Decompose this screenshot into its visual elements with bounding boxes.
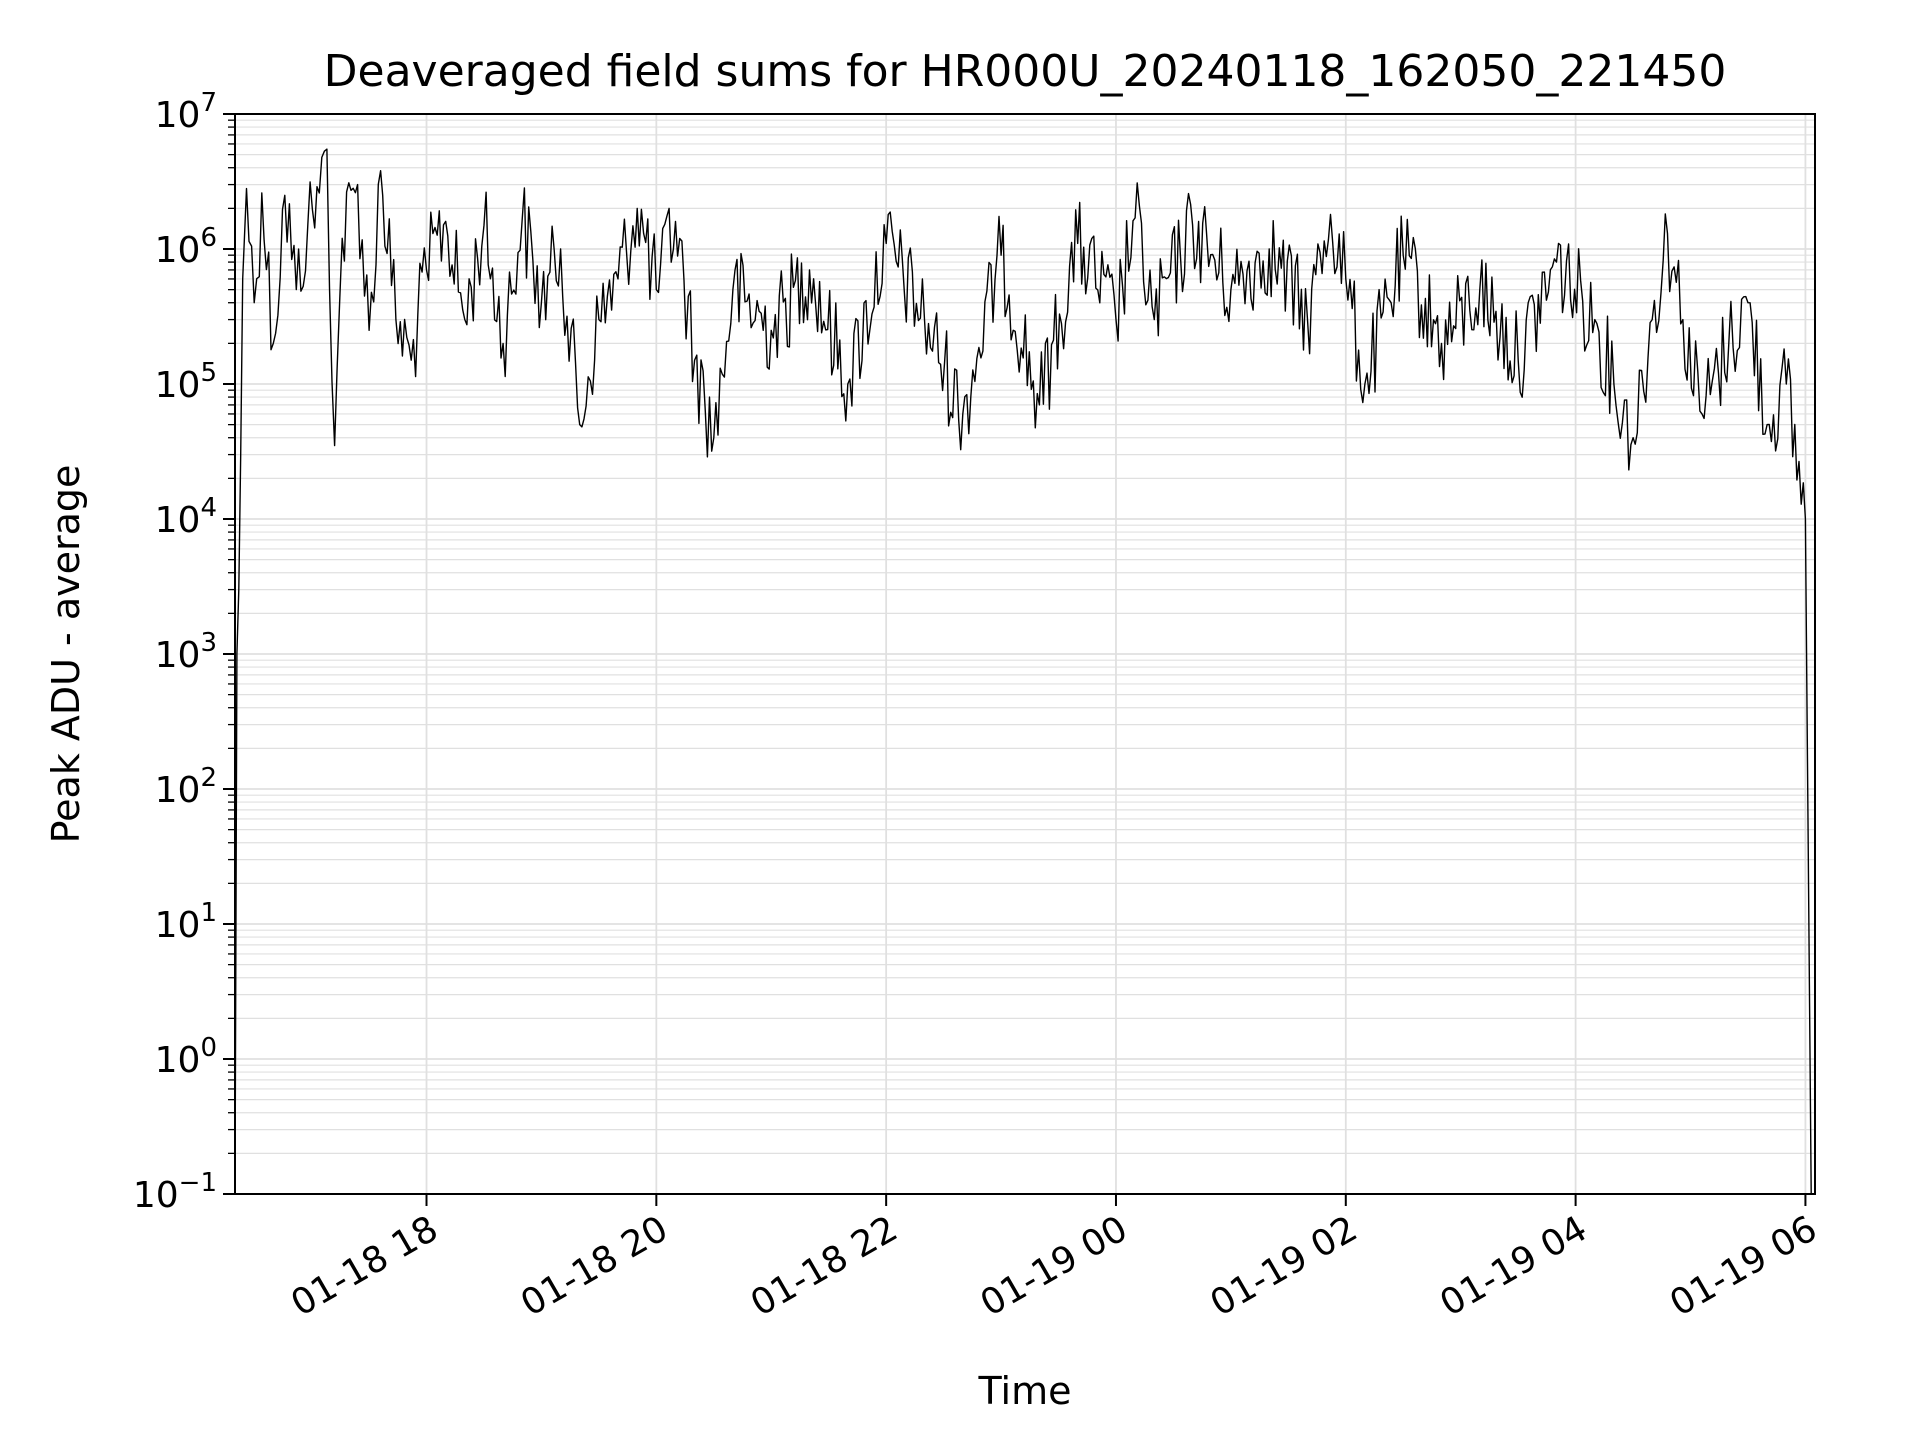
- y-tick-label: 10−1: [133, 1168, 217, 1216]
- y-tick-label: 100: [155, 1033, 217, 1081]
- y-tick-label: 103: [155, 628, 217, 676]
- x-tick-label: 01-18 22: [744, 1208, 905, 1324]
- chart-title: Deaveraged field sums for HR000U_2024011…: [324, 46, 1727, 97]
- grid: [235, 113, 1815, 1195]
- y-tick-label: 101: [155, 898, 217, 946]
- x-tick-label: 01-19 04: [1433, 1208, 1594, 1324]
- y-axis-label: Peak ADU - average: [44, 465, 88, 844]
- x-axis: 01-18 18 01-18 20 01-18 22 01-19 00 01-19 02…: [284, 1194, 1824, 1325]
- x-tick-label: 01-19 06: [1663, 1208, 1824, 1324]
- y-tick-label: 106: [155, 223, 217, 271]
- x-axis-label: Time: [978, 1369, 1072, 1413]
- x-tick-label: 01-19 02: [1204, 1208, 1365, 1324]
- series-line: [234, 148, 1812, 1195]
- y-tick-label: 104: [155, 493, 217, 541]
- y-tick-label: 105: [155, 358, 217, 406]
- y-axis: 10−1 100 101 102 103 104 105 106 107: [133, 88, 235, 1216]
- x-tick-label: 01-19 00: [974, 1208, 1135, 1324]
- y-tick-label: 107: [155, 88, 217, 136]
- x-tick-label: 01-18 20: [514, 1208, 675, 1324]
- x-tick-label: 01-18 18: [284, 1208, 445, 1324]
- y-tick-label: 102: [155, 763, 217, 811]
